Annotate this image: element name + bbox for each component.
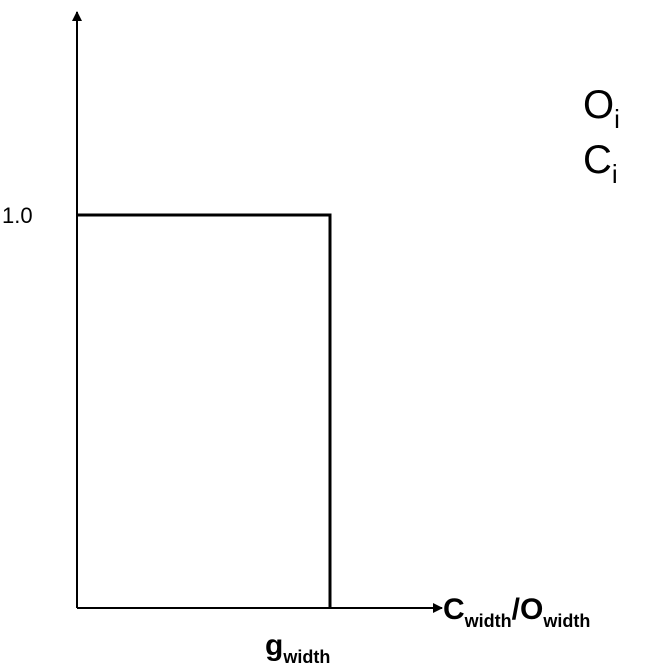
- label-subscript: width: [282, 647, 330, 667]
- legend-entry: Oi: [583, 83, 620, 134]
- label-part: C: [583, 138, 612, 182]
- label-part: /: [512, 593, 521, 626]
- label-subscript: width: [542, 611, 590, 631]
- step-function: [77, 213, 332, 608]
- legend-entry: Ci: [583, 138, 618, 189]
- label-part: O: [520, 593, 543, 626]
- y-tick-label: 1.0: [2, 203, 33, 228]
- label-part: O: [583, 83, 614, 127]
- label-part: g: [265, 629, 283, 662]
- label-subscript: i: [612, 159, 618, 189]
- label-part: C: [443, 593, 465, 626]
- label-subscript: i: [614, 104, 620, 134]
- label-subscript: width: [464, 611, 512, 631]
- threshold-label: gwidth: [265, 629, 330, 667]
- x-axis-label: Cwidth/Owidth: [443, 593, 590, 631]
